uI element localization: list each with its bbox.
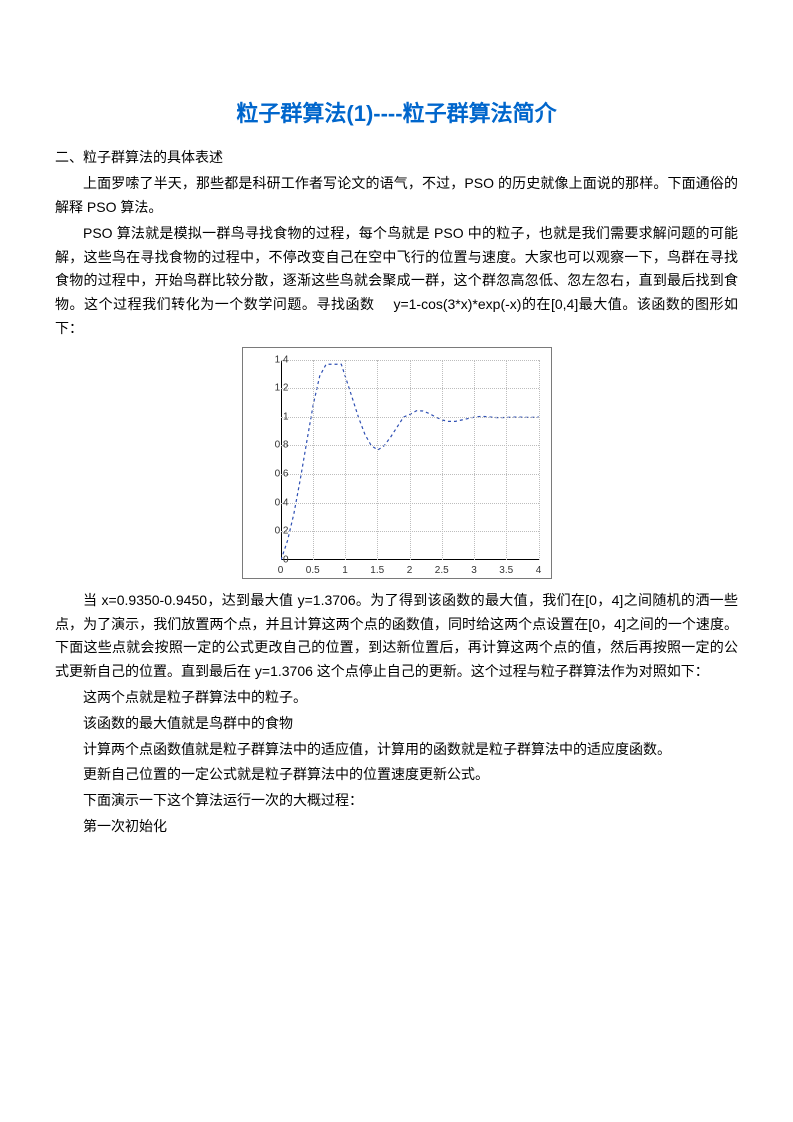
gridline-v [410,360,411,560]
function-chart: 0 0.2 0.4 0.6 0.8 1 1.2 1.4 0 0.5 1 1.5 2 2.5 3 3.5 4 [242,347,552,579]
gridline-v [506,360,507,560]
line-4: 更新自己位置的一定公式就是粒子群算法中的位置速度更新公式。 [55,763,738,787]
line-6: 第一次初始化 [55,815,738,839]
gridline-v [313,360,314,560]
paragraph-1: 上面罗嗦了半天，那些都是科研工作者写论文的语气，不过，PSO 的历史就像上面说的… [55,172,738,220]
line-3: 计算两个点函数值就是粒子群算法中的适应值，计算用的函数就是粒子群算法中的适应度函… [55,738,738,762]
xtick-label: 3 [471,562,477,579]
gridline-v [442,360,443,560]
ytick-label: 0.6 [275,466,289,483]
xtick-label: 3.5 [499,562,513,579]
xtick-label: 2 [407,562,413,579]
xtick-label: 0 [278,562,284,579]
xtick-label: 1 [342,562,348,579]
xtick-label: 2.5 [435,562,449,579]
xtick-label: 4 [536,562,542,579]
paragraph-3: 当 x=0.9350-0.9450，达到最大值 y=1.3706。为了得到该函数… [55,589,738,684]
gridline-v [345,360,346,560]
gridline-v [539,360,540,560]
ytick-label: 0 [283,551,289,568]
chart-container: 0 0.2 0.4 0.6 0.8 1 1.2 1.4 0 0.5 1 1.5 2 2.5 3 3.5 4 [55,347,738,579]
ytick-label: 1.4 [275,351,289,368]
line-2: 该函数的最大值就是鸟群中的食物 [55,712,738,736]
xtick-label: 0.5 [306,562,320,579]
xtick-label: 1.5 [370,562,384,579]
ytick-label: 1 [283,408,289,425]
ytick-label: 0.4 [275,494,289,511]
gridline-v [377,360,378,560]
ytick-label: 0.8 [275,437,289,454]
line-5: 下面演示一下这个算法运行一次的大概过程： [55,789,738,813]
ytick-label: 0.2 [275,523,289,540]
page-title: 粒子群算法(1)----粒子群算法简介 [55,95,738,132]
line-1: 这两个点就是粒子群算法中的粒子。 [55,686,738,710]
ytick-label: 1.2 [275,380,289,397]
section-heading: 二、粒子群算法的具体表述 [55,146,738,170]
gridline-v [474,360,475,560]
paragraph-2: PSO 算法就是模拟一群鸟寻找食物的过程，每个鸟就是 PSO 中的粒子，也就是我… [55,222,738,341]
